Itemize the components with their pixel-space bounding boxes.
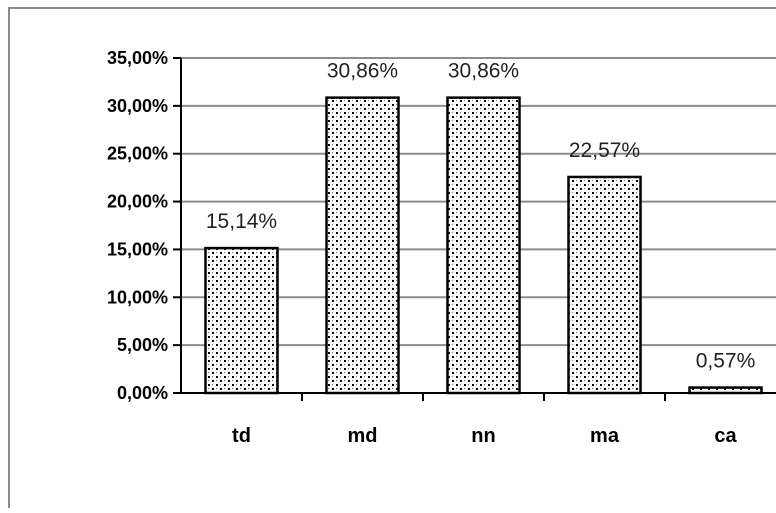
y-tick-label: 25,00% <box>107 144 168 164</box>
y-tick-label: 5,00% <box>117 335 168 355</box>
x-tick-label-nn: nn <box>471 425 495 447</box>
data-label-md: 30,86% <box>327 60 398 83</box>
data-label-nn: 30,86% <box>448 60 519 83</box>
data-labels: 15,14% 30,86% 30,86% 22,57% 0,57% <box>206 60 755 373</box>
y-tick-label: 20,00% <box>107 192 168 212</box>
bars <box>204 96 763 395</box>
bar-td <box>204 246 279 395</box>
axes <box>173 57 776 401</box>
bar-ca <box>688 386 763 395</box>
x-tick-label-ca: ca <box>714 425 737 447</box>
y-tick-label: 0,00% <box>117 383 168 403</box>
x-tick-label-ma: ma <box>590 425 620 447</box>
bar-ma <box>567 175 642 395</box>
x-tick-labels: td md nn ma ca <box>232 425 737 447</box>
data-label-ca: 0,57% <box>696 350 756 373</box>
bar-nn <box>446 96 521 395</box>
y-tick-labels: 0,00% 5,00% 10,00% 15,00% 20,00% 25,00% 30,00%… <box>107 48 168 403</box>
y-tick-label: 15,00% <box>107 239 168 259</box>
x-tick-label-md: md <box>348 425 378 447</box>
bar-md <box>325 96 400 395</box>
y-tick-label: 30,00% <box>107 96 168 116</box>
y-tick-label: 35,00% <box>107 48 168 68</box>
y-tick-label: 10,00% <box>107 287 168 307</box>
data-label-td: 15,14% <box>206 210 277 233</box>
x-tick-label-td: td <box>232 425 251 447</box>
data-label-ma: 22,57% <box>569 139 640 162</box>
